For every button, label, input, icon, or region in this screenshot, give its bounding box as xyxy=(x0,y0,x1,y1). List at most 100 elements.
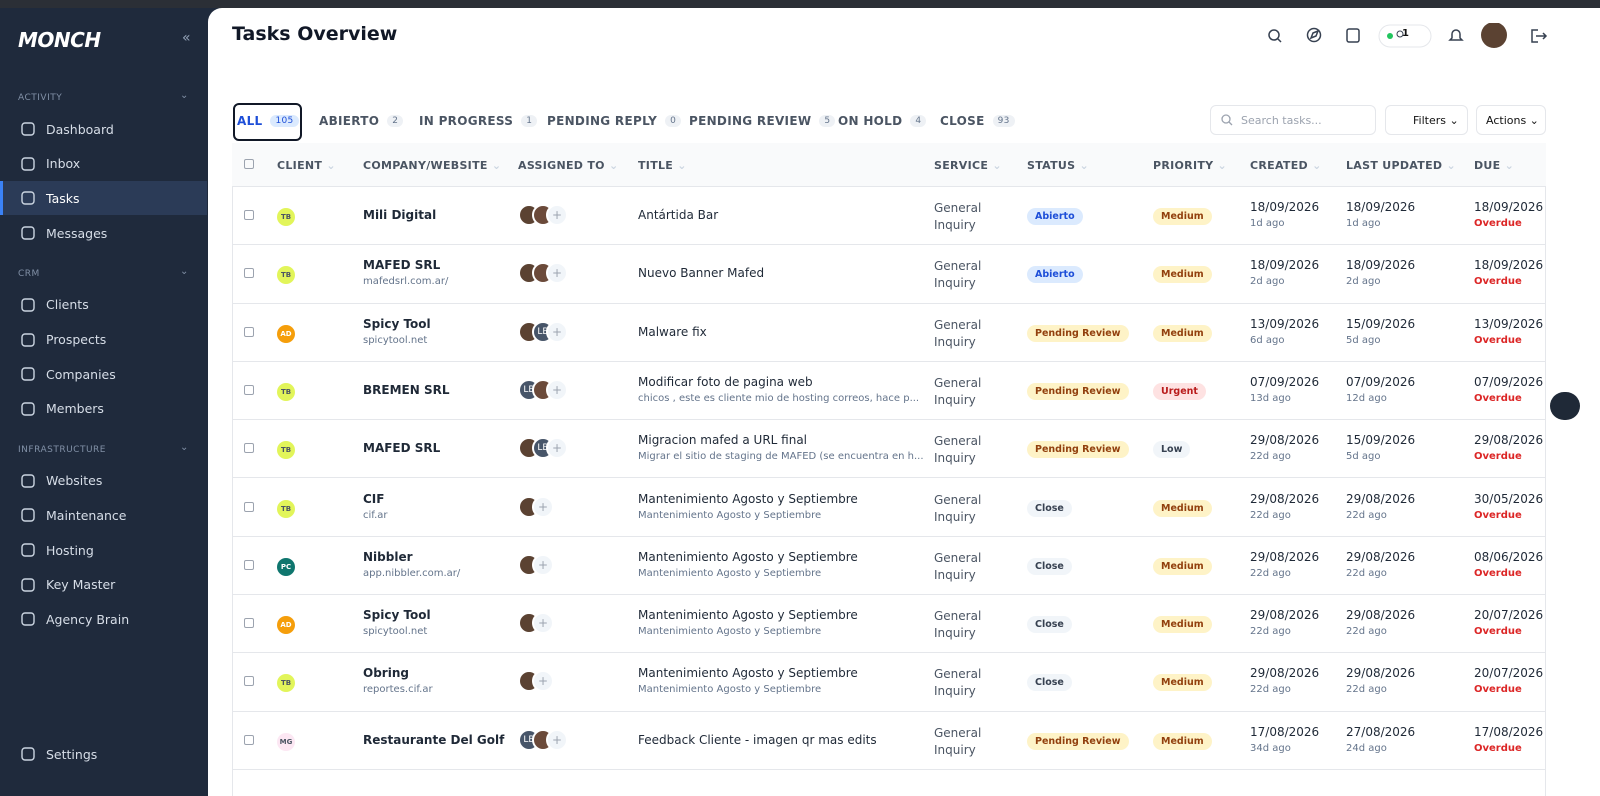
assignee-avatar[interactable]: + xyxy=(546,378,568,401)
cell-main[interactable]: CIF xyxy=(363,491,385,506)
tab[interactable]: PENDING REPLY 0 xyxy=(547,114,682,128)
nav-item[interactable]: Companies xyxy=(0,357,207,391)
status-pill[interactable]: Pending Review xyxy=(1027,382,1129,400)
column-header[interactable]: ASSIGNED TO ⌄ xyxy=(518,159,619,172)
tab[interactable]: ALL 105 xyxy=(237,114,299,128)
nav-label: Members xyxy=(46,401,104,417)
filters-button[interactable]: Filters ⌄ xyxy=(1385,105,1468,135)
cell-main[interactable]: Nibbler xyxy=(363,549,413,564)
priority-pill[interactable]: Low xyxy=(1153,441,1191,459)
cell-main: 18/09/2026 xyxy=(1346,258,1416,273)
column-header[interactable]: TITLE ⌄ xyxy=(638,159,687,172)
nav-item[interactable]: Prospects xyxy=(0,323,207,357)
status-pill[interactable]: Close xyxy=(1027,616,1072,634)
priority-pill[interactable]: Medium xyxy=(1153,324,1212,342)
nav-item[interactable]: Maintenance xyxy=(0,498,207,532)
status-pill[interactable]: Pending Review xyxy=(1027,324,1129,342)
assignee-avatar[interactable]: + xyxy=(546,728,568,751)
cell-main[interactable]: BREMEN SRL xyxy=(363,382,450,397)
cell-main[interactable]: Restaurante Del Golf xyxy=(363,732,505,747)
cell-main[interactable]: Spicy Tool xyxy=(363,316,431,331)
cell-sub: Mantenimiento Agosto y Septiembre xyxy=(638,567,822,579)
checkbox[interactable] xyxy=(244,159,254,169)
nav-item[interactable]: Key Master xyxy=(0,568,207,602)
row xyxy=(232,653,1546,712)
cell-sub: 2d ago xyxy=(1250,276,1285,288)
actions-button[interactable]: Actions ⌄ xyxy=(1476,105,1546,135)
cell-main: 18/09/2026 xyxy=(1346,200,1416,214)
cell-main: 15/09/2026 xyxy=(1346,433,1416,448)
column-header[interactable]: CREATED ⌄ xyxy=(1250,159,1322,172)
main: Tasks Overview 1 Search tasks... Filters… xyxy=(208,8,1600,796)
status-pill[interactable]: Close xyxy=(1027,557,1072,575)
tab[interactable]: ON HOLD 4 xyxy=(838,114,927,128)
checkbox[interactable] xyxy=(244,734,254,745)
assignee-avatar[interactable]: + xyxy=(546,437,568,460)
floating-button[interactable] xyxy=(1550,392,1580,420)
cell-main[interactable]: MAFED SRL xyxy=(363,441,441,456)
column-header[interactable]: STATUS ⌄ xyxy=(1027,159,1090,172)
nav-item[interactable]: Messages xyxy=(0,216,207,250)
priority-pill[interactable]: Medium xyxy=(1153,499,1212,517)
nav-item[interactable]: Settings xyxy=(0,737,207,771)
assignee-avatar[interactable]: + xyxy=(532,495,554,518)
priority-pill[interactable]: Medium xyxy=(1153,674,1212,692)
checkbox[interactable] xyxy=(244,618,254,629)
cell-main[interactable]: Spicy Tool xyxy=(363,608,431,623)
column-header[interactable]: CLIENT ⌄ xyxy=(277,159,336,172)
checkbox[interactable] xyxy=(244,559,254,570)
column-header[interactable]: COMPANY/WEBSITE ⌄ xyxy=(363,159,502,172)
status-pill[interactable]: Abierto xyxy=(1027,266,1083,284)
checkbox[interactable] xyxy=(244,676,254,687)
assignee-avatar[interactable]: + xyxy=(532,553,554,576)
nav-item[interactable]: Hosting xyxy=(0,533,207,567)
checkbox[interactable] xyxy=(244,326,254,337)
column-header[interactable]: DUE ⌄ xyxy=(1474,159,1515,172)
checkbox[interactable] xyxy=(244,210,254,220)
checkbox[interactable] xyxy=(244,268,254,279)
assignee-avatar[interactable]: + xyxy=(546,320,568,343)
assignee-avatar[interactable]: + xyxy=(546,262,568,285)
nav-item[interactable]: Websites xyxy=(0,464,207,498)
nav-item[interactable]: Tasks xyxy=(0,181,207,216)
priority-pill[interactable]: Urgent xyxy=(1153,382,1206,400)
assignee-avatar[interactable]: + xyxy=(546,204,568,226)
cell-main: Mantenimiento Agosto y Septiembre xyxy=(638,491,858,506)
nav-item[interactable]: Agency Brain xyxy=(0,602,207,636)
priority-pill[interactable]: Medium xyxy=(1153,732,1212,750)
checkbox[interactable] xyxy=(244,501,254,512)
cell-main: 08/06/2026 xyxy=(1474,549,1544,564)
column-header[interactable]: LAST UPDATED ⌄ xyxy=(1346,159,1456,172)
priority-pill[interactable]: Medium xyxy=(1153,616,1212,634)
client-badge: AD xyxy=(277,324,295,343)
column-header[interactable]: SERVICE ⌄ xyxy=(934,159,1002,172)
tab[interactable]: IN PROGRESS 1 xyxy=(419,114,538,128)
priority-pill[interactable]: Medium xyxy=(1153,266,1212,284)
service: General Inquiry xyxy=(934,667,982,699)
nav-item[interactable]: Members xyxy=(0,392,207,426)
checkbox[interactable] xyxy=(244,443,254,454)
tab[interactable]: PENDING REVIEW 5 xyxy=(689,114,836,128)
tab[interactable]: CLOSE 93 xyxy=(940,114,1015,128)
status-pill[interactable]: Pending Review xyxy=(1027,441,1129,459)
assignee-avatar[interactable]: + xyxy=(532,612,554,635)
status-pill[interactable]: Close xyxy=(1027,499,1072,517)
cell-main[interactable]: MAFED SRL xyxy=(363,258,441,273)
nav-item[interactable]: Clients xyxy=(0,288,207,322)
status-pill[interactable]: Abierto xyxy=(1027,208,1083,225)
status-pill[interactable]: Close xyxy=(1027,674,1072,692)
nav-item[interactable]: Inbox xyxy=(0,147,207,181)
cell-main[interactable]: Mili Digital xyxy=(363,208,437,222)
collapse-button[interactable]: « xyxy=(182,30,191,46)
status-pill[interactable]: Pending Review xyxy=(1027,732,1129,750)
priority-pill[interactable]: Medium xyxy=(1153,557,1212,575)
cell-main[interactable]: Obring xyxy=(363,666,409,681)
nav-item[interactable]: Dashboard xyxy=(0,112,207,146)
search-box[interactable]: Search tasks... xyxy=(1210,105,1376,135)
column-header[interactable]: PRIORITY ⌄ xyxy=(1153,159,1228,172)
assignee-avatar[interactable]: + xyxy=(532,670,554,693)
tab[interactable]: ABIERTO 2 xyxy=(319,114,404,128)
checkbox[interactable] xyxy=(244,384,254,395)
priority-pill[interactable]: Medium xyxy=(1153,208,1212,225)
actions-label: Actions xyxy=(1486,113,1527,127)
